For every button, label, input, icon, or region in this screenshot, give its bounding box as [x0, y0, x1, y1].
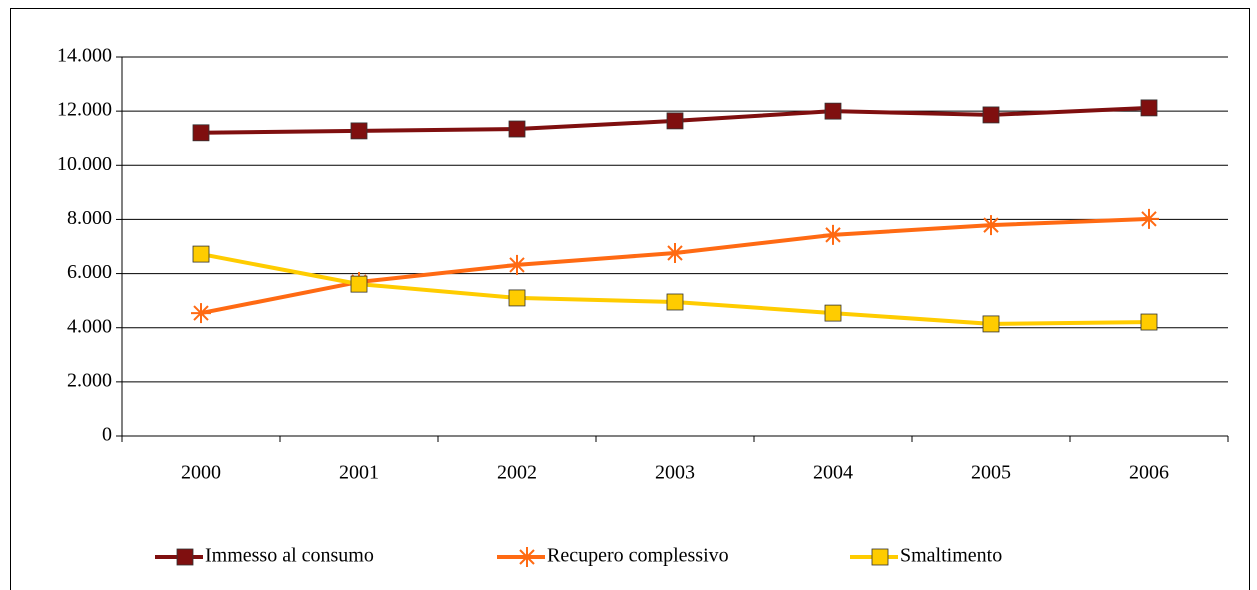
- marker: [508, 120, 526, 138]
- x-tick-label: 2003: [655, 462, 695, 484]
- marker: [191, 303, 211, 324]
- marker-stroke: [983, 217, 999, 233]
- marker: [508, 289, 526, 307]
- marker: [981, 215, 1001, 236]
- marker-stroke: [193, 305, 209, 321]
- marker: [176, 548, 194, 566]
- x-tick-label: 2002: [497, 462, 537, 484]
- marker: [824, 102, 842, 120]
- marker: [350, 122, 368, 140]
- y-tick-label: 2.000: [67, 369, 112, 391]
- y-tick-label: 6.000: [67, 261, 112, 283]
- marker: [192, 245, 210, 263]
- x-tick-label: 2004: [813, 462, 853, 484]
- y-tick-label: 8.000: [67, 207, 112, 229]
- marker-stroke: [667, 245, 683, 261]
- legend-label: Smaltimento: [900, 545, 1002, 567]
- marker: [507, 254, 527, 275]
- marker-stroke: [1141, 211, 1157, 227]
- marker: [1140, 313, 1158, 331]
- marker: [517, 547, 537, 567]
- marker: [665, 242, 685, 263]
- legend-label: Recupero complessivo: [547, 545, 729, 567]
- x-tick-label: 2001: [339, 462, 379, 484]
- marker: [666, 112, 684, 130]
- marker: [1139, 208, 1159, 229]
- marker-stroke: [519, 549, 535, 565]
- marker: [871, 548, 889, 566]
- x-tick-label: 2000: [181, 462, 221, 484]
- marker: [982, 315, 1000, 333]
- marker-stroke: [509, 257, 525, 273]
- marker: [666, 293, 684, 311]
- marker: [350, 275, 368, 293]
- marker: [192, 124, 210, 142]
- y-tick-label: 0: [102, 424, 112, 446]
- legend-label: Immesso al consumo: [205, 545, 374, 567]
- marker: [982, 106, 1000, 124]
- y-tick-label: 14.000: [57, 45, 112, 67]
- marker: [823, 224, 843, 245]
- x-tick-label: 2006: [1129, 462, 1169, 484]
- marker: [1140, 99, 1158, 117]
- x-tick-label: 2005: [971, 462, 1011, 484]
- y-tick-label: 10.000: [57, 153, 112, 175]
- y-tick-label: 4.000: [67, 315, 112, 337]
- marker-stroke: [825, 227, 841, 243]
- y-tick-label: 12.000: [57, 99, 112, 121]
- marker: [824, 304, 842, 322]
